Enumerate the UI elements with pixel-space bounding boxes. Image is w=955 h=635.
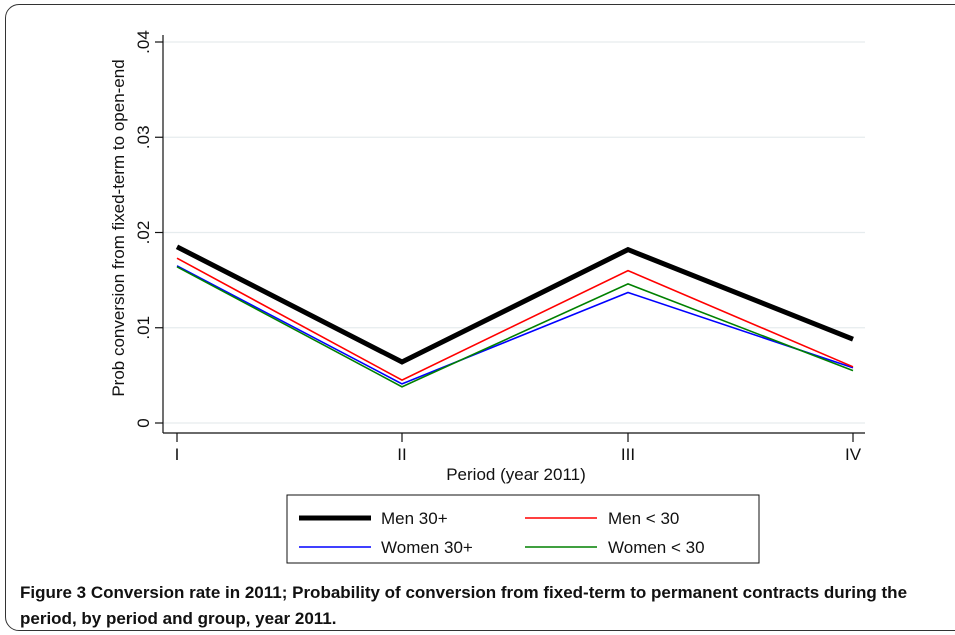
- caption-text: Conversion rate in 2011; Probability of …: [20, 583, 908, 628]
- y-tick-label: .04: [134, 30, 153, 54]
- x-axis-title: Period (year 2011): [446, 465, 586, 484]
- legend: Men 30+ Men < 30 Women 30+ Women < 30: [286, 494, 760, 564]
- series-lines: [175, 244, 854, 388]
- legend-box: [286, 494, 760, 564]
- figure-caption: Figure 3 Conversion rate in 2011; Probab…: [20, 580, 950, 632]
- y-axis-title: Prob conversion from fixed-term to open-…: [109, 59, 128, 396]
- gridlines: [163, 41, 865, 424]
- x-tick-label: III: [621, 445, 635, 464]
- axes: [162, 35, 865, 434]
- y-tick-label: 0: [134, 418, 153, 427]
- series-line-3: [176, 265, 854, 385]
- series-line-4: [176, 266, 854, 388]
- y-ticks: 0 .01 .02 .03 .04: [134, 30, 163, 428]
- legend-label-3: Women 30+: [381, 538, 473, 557]
- legend-label-2: Men < 30: [608, 509, 679, 528]
- series-line-2: [176, 257, 854, 381]
- y-tick-label: .01: [134, 316, 153, 340]
- x-ticks: I II III IV: [175, 433, 862, 464]
- y-tick-label: .03: [134, 125, 153, 149]
- legend-label-4: Women < 30: [608, 538, 705, 557]
- line-chart: 0.01.02.03.04 I II III IV Prob conversion f…: [109, 30, 865, 564]
- legend-label-1: Men 30+: [381, 509, 448, 528]
- x-tick-label: IV: [845, 445, 862, 464]
- y-tick-label: .02: [134, 221, 153, 245]
- series-line-1: [175, 244, 854, 365]
- x-tick-label: II: [397, 445, 406, 464]
- caption-label: Figure 3: [20, 583, 87, 602]
- x-tick-label: I: [175, 445, 180, 464]
